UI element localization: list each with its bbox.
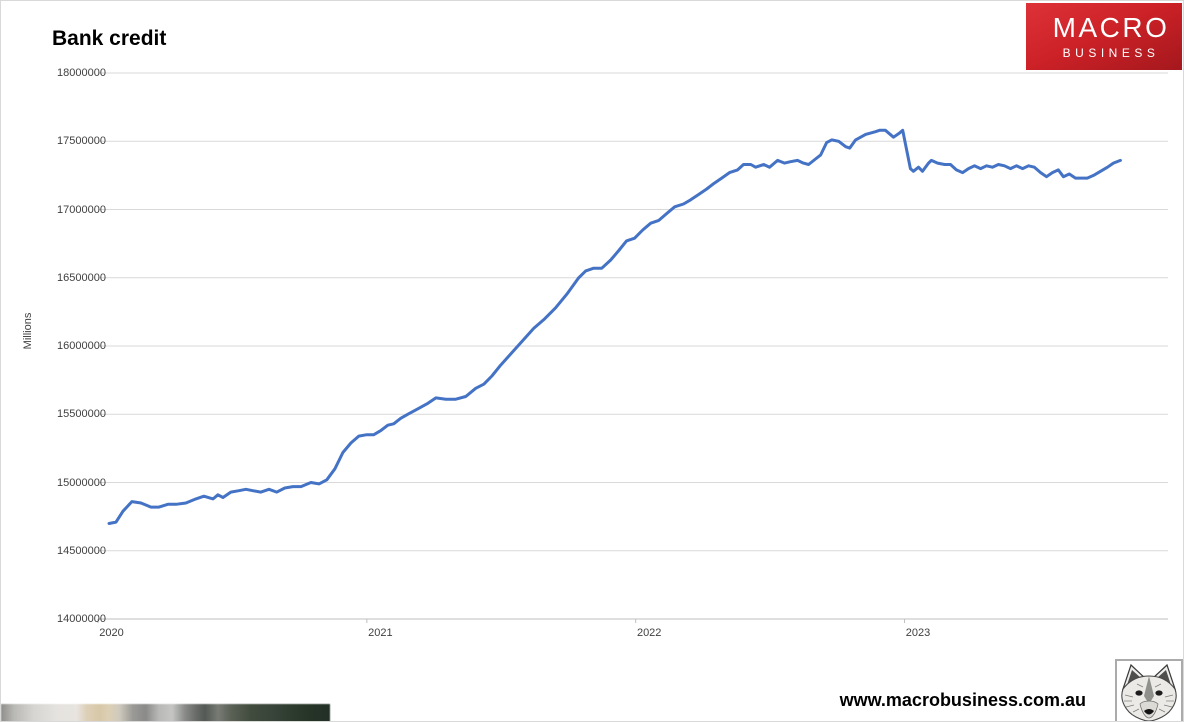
x-tick-label: 2021: [368, 627, 393, 639]
y-tick-label: 17000000: [57, 203, 106, 216]
y-tick-label: 15500000: [57, 408, 106, 421]
y-tick-label: 16000000: [57, 340, 106, 352]
x-tick-label: 2020: [99, 627, 124, 639]
y-tick-label: 15000000: [57, 476, 106, 489]
x-tick-label: 2023: [905, 627, 931, 639]
y-tick-label: 17500000: [57, 135, 106, 148]
macrobusiness-logo: MACRO BUSINESS: [1026, 3, 1182, 70]
chart-title: Bank credit: [52, 27, 167, 50]
y-tick-label: 14000000: [57, 613, 106, 625]
y-tick-label: 18000000: [57, 67, 106, 79]
credit-line-series: [107, 128, 1122, 525]
photo-thumbnail-strip: [1, 704, 330, 721]
wolf-logo: [1115, 659, 1183, 721]
logo-text-macro: MACRO: [1052, 11, 1170, 43]
y-tick-label: 14500000: [57, 544, 106, 557]
x-tick-label: 2022: [636, 627, 662, 639]
y-axis-title: Millions: [22, 312, 34, 350]
y-tick-label: 16500000: [57, 271, 106, 284]
wolf-sketch-icon: [1121, 663, 1177, 721]
website-url: www.macrobusiness.com.au: [839, 690, 1086, 710]
logo-text-business: BUSINESS: [1062, 45, 1160, 60]
